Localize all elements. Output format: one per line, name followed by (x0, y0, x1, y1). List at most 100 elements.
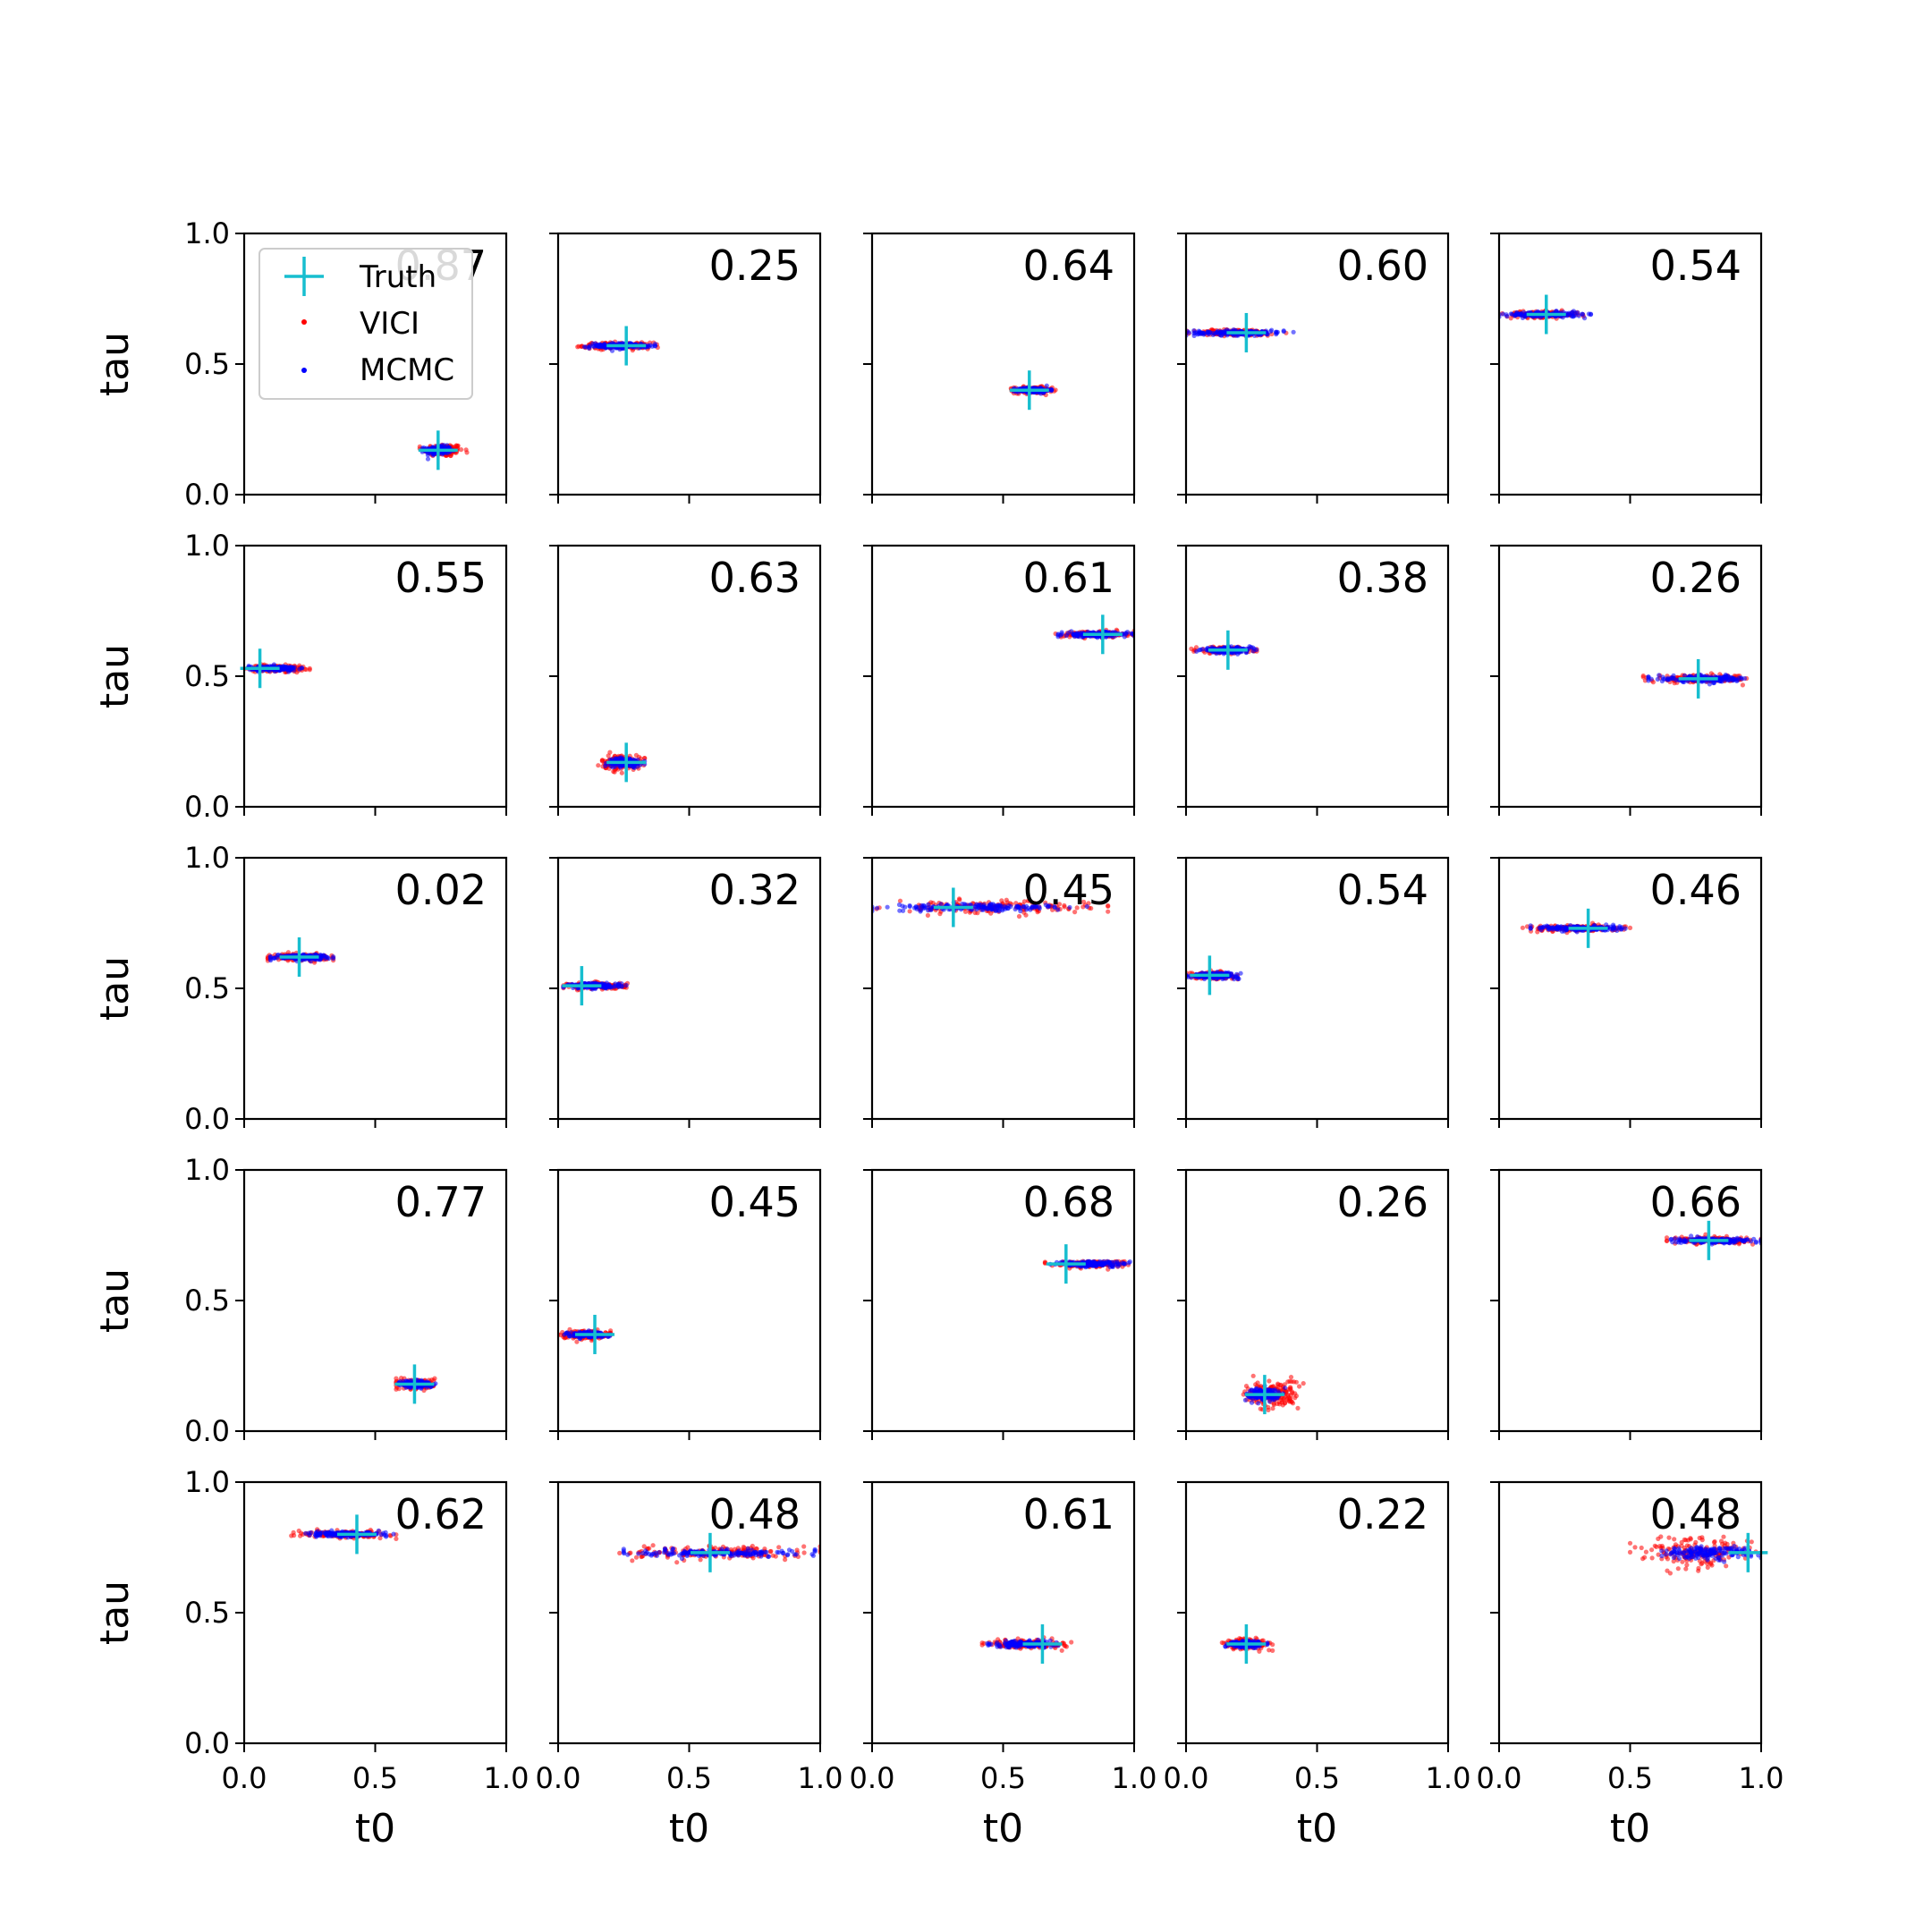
mcmc-point (615, 982, 621, 987)
mcmc-point (299, 665, 305, 671)
mcmc-point (652, 343, 658, 349)
mcmc-point (609, 348, 615, 353)
truth-marker (606, 742, 647, 783)
mcmc-point (1238, 970, 1243, 976)
mcmc-point (1734, 678, 1740, 684)
mcmc-point (318, 955, 324, 961)
mcmc-point (627, 756, 632, 761)
mcmc-point (613, 764, 618, 769)
truth-marker (1678, 658, 1718, 699)
vici-point (454, 444, 461, 449)
mcmc-point (331, 954, 336, 960)
mcmc-point (1741, 675, 1748, 682)
truth-marker (562, 966, 602, 1006)
vici-point (972, 910, 978, 916)
vici-point (1627, 925, 1633, 930)
mcmc-point (1566, 310, 1572, 316)
mcmc-point (587, 343, 593, 349)
panel-4: 0.60 (1177, 232, 1450, 504)
vici-point (1106, 909, 1111, 914)
mcmc-point (1571, 309, 1576, 314)
panel-score: 0.54 (1650, 242, 1741, 290)
vici-point (1016, 913, 1022, 919)
y-tick-label: 0.5 (184, 971, 230, 1005)
mcmc-point (925, 905, 930, 911)
vici-point (1074, 905, 1080, 911)
panel-score: 0.02 (395, 866, 487, 914)
panel-points (872, 896, 1111, 919)
panel-10: 0.26 (1490, 544, 1763, 816)
vici-point (596, 763, 601, 768)
panel-score: 0.32 (709, 866, 801, 914)
panel-score: 0.26 (1650, 554, 1741, 602)
mcmc-point (1044, 383, 1049, 388)
mcmc-point (1291, 329, 1296, 335)
panel-score: 0.45 (1023, 866, 1114, 914)
panel-score: 0.60 (1337, 242, 1428, 290)
panel-score: 0.54 (1337, 866, 1428, 914)
y-axis-label: tau (92, 956, 138, 1021)
mcmc-point (324, 954, 329, 960)
mcmc-point (1500, 311, 1506, 317)
panel-points (417, 442, 470, 462)
panel-9: 0.38 (1177, 544, 1450, 816)
vici-point (925, 912, 930, 918)
mcmc-point (1504, 314, 1510, 319)
panels-layer: 0.00.51.0tau0.870.250.640.600.540.00.51.… (92, 216, 1784, 1852)
mcmc-point (1023, 903, 1030, 909)
y-axis-label: tau (92, 644, 138, 708)
mcmc-point (1194, 330, 1199, 335)
mcmc-point (1655, 676, 1660, 682)
mcmc-point (1222, 328, 1227, 334)
mcmc-point (619, 984, 625, 989)
panel-score: 0.55 (395, 554, 487, 602)
mcmc-point (1191, 333, 1197, 338)
truth-marker (240, 648, 280, 689)
panel-13: 0.45 (863, 856, 1136, 1128)
mcmc-point (1006, 903, 1012, 909)
truth-marker (933, 887, 973, 928)
mcmc-point (907, 903, 912, 910)
mcmc-point (1657, 673, 1662, 678)
mcmc-point (1252, 333, 1258, 338)
vici-point (1520, 925, 1525, 930)
panel-2: 0.25 (549, 232, 822, 504)
vici-point (463, 447, 469, 453)
panel-score: 0.38 (1337, 554, 1428, 602)
mcmc-point (875, 905, 880, 911)
mcmc-point (272, 955, 277, 961)
mcmc-point (993, 908, 998, 913)
vici-point (1025, 898, 1030, 903)
mcmc-point (928, 907, 934, 912)
mcmc-point (1725, 677, 1731, 683)
vici-point (1072, 910, 1078, 915)
panel-score: 0.63 (709, 554, 801, 602)
mcmc-point (1002, 903, 1007, 910)
mcmc-point (623, 983, 629, 988)
mcmc-point (1575, 310, 1580, 316)
mcmc-point (911, 905, 918, 911)
panel-3: 0.64 (863, 232, 1136, 504)
mcmc-point (1225, 970, 1231, 975)
mcmc-point (1063, 633, 1069, 639)
vici-point (619, 770, 624, 775)
mcmc-point (997, 902, 1003, 908)
mcmc-point (1517, 312, 1522, 318)
mcmc-point (1659, 678, 1665, 684)
mcmc-point (1571, 314, 1576, 319)
panel-15: 0.46 (1490, 856, 1763, 1128)
truth-marker (1009, 370, 1049, 411)
mcmc-point (1074, 631, 1080, 637)
mcmc-point (918, 909, 923, 914)
mcmc-point (1236, 976, 1241, 981)
vici-point (1640, 674, 1646, 680)
mcmc-point (1513, 310, 1519, 316)
vici-point (957, 897, 962, 902)
mcmc-point (1582, 316, 1588, 321)
y-tick-label: 0.0 (184, 478, 230, 512)
truth-marker (1082, 614, 1123, 655)
mcmc-point (594, 343, 599, 348)
truth-marker (279, 936, 319, 977)
mcmc-point (885, 904, 890, 910)
mcmc-point (1048, 387, 1055, 394)
